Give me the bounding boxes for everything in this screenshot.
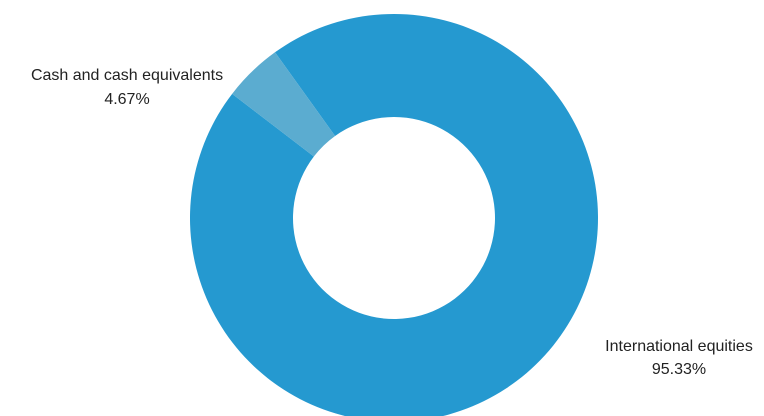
slice-label-international-value: 95.33% (652, 361, 706, 378)
slice-label-international-name: International equities (605, 338, 753, 355)
slice-international-equities (190, 14, 598, 416)
slice-label-cash-value: 4.67% (104, 91, 149, 108)
slice-cash-and-cash-equivalents (232, 52, 336, 157)
slices-layer (190, 14, 598, 416)
slice-label-cash-name: Cash and cash equivalents (31, 67, 223, 84)
labels-layer: Cash and cash equivalents 4.67% Internat… (31, 67, 753, 378)
